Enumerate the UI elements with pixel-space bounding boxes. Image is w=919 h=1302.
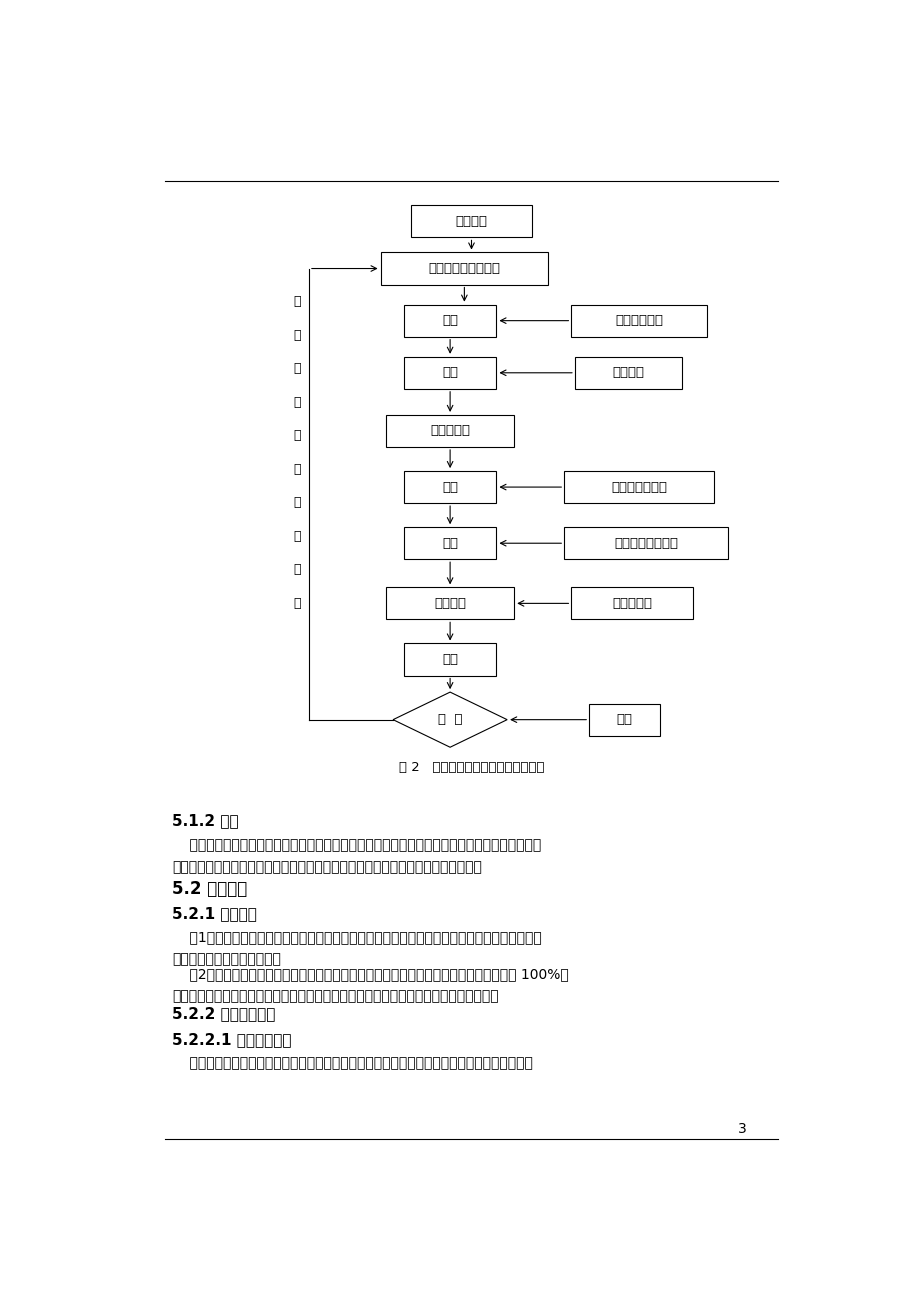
FancyBboxPatch shape bbox=[403, 305, 496, 337]
Text: 炮孔检查: 炮孔检查 bbox=[612, 366, 643, 379]
Text: 放警戒线、放信号: 放警戒线、放信号 bbox=[614, 536, 677, 549]
FancyBboxPatch shape bbox=[403, 643, 496, 676]
Text: 整: 整 bbox=[293, 530, 301, 543]
Text: 装药: 装药 bbox=[442, 480, 458, 493]
Text: 封锁危险区: 封锁危险区 bbox=[611, 596, 652, 609]
Text: 5.1.2 备料: 5.1.2 备料 bbox=[172, 812, 238, 828]
FancyBboxPatch shape bbox=[563, 471, 713, 503]
FancyBboxPatch shape bbox=[571, 587, 692, 620]
Text: 爆: 爆 bbox=[293, 362, 301, 375]
Text: 装药量计算: 装药量计算 bbox=[430, 424, 470, 437]
Text: （2）机械设备及人员。机械设备全部到位，并在现场作好调试、检修，确保完好率达到 100%。: （2）机械设备及人员。机械设备全部到位，并在现场作好调试、检修，确保完好率达到 … bbox=[172, 967, 568, 982]
FancyBboxPatch shape bbox=[574, 357, 681, 389]
Text: 道并尽量与规划道路相结合。: 道并尽量与规划道路相结合。 bbox=[172, 952, 280, 966]
Text: 起爆: 起爆 bbox=[442, 654, 458, 667]
Text: 现场调查: 现场调查 bbox=[455, 215, 487, 228]
Text: 堵塞: 堵塞 bbox=[442, 536, 458, 549]
Text: 根: 根 bbox=[293, 296, 301, 309]
Text: 方: 方 bbox=[293, 564, 301, 577]
Text: （1）施工道路。施工运输道路均利用既有道路，并结合现场实际，修建环爆区简易道路连接便: （1）施工道路。施工运输道路均利用既有道路，并结合现场实际，修建环爆区简易道路连… bbox=[172, 930, 541, 944]
Text: 调: 调 bbox=[293, 496, 301, 509]
FancyBboxPatch shape bbox=[571, 305, 706, 337]
Text: 由于既有线爆破环境的特殊性和复杂性及技术难度要求，不能进行常规的深孔、浅孔爆破，应: 由于既有线爆破环境的特殊性和复杂性及技术难度要求，不能进行常规的深孔、浅孔爆破，… bbox=[172, 1056, 532, 1070]
Text: 应在施工前向地方公安机关申请，并和民爆破公司达成供货协议，采用直供的方式。: 应在施工前向地方公安机关申请，并和民爆破公司达成供货协议，采用直供的方式。 bbox=[172, 861, 482, 874]
Text: 钻孔: 钻孔 bbox=[442, 366, 458, 379]
Text: 5.2.2 爆破方案设计: 5.2.2 爆破方案设计 bbox=[172, 1006, 275, 1021]
Text: 3: 3 bbox=[737, 1122, 746, 1135]
Text: 果: 果 bbox=[293, 462, 301, 475]
FancyBboxPatch shape bbox=[403, 527, 496, 560]
FancyBboxPatch shape bbox=[386, 415, 514, 447]
Text: 案: 案 bbox=[293, 596, 301, 609]
Text: 善后: 善后 bbox=[616, 713, 632, 727]
FancyBboxPatch shape bbox=[386, 587, 514, 620]
Text: 据: 据 bbox=[293, 328, 301, 341]
Text: 检  查: 检 查 bbox=[437, 713, 462, 727]
Text: 效: 效 bbox=[293, 430, 301, 443]
FancyBboxPatch shape bbox=[403, 471, 496, 503]
Text: 装药监控、检查: 装药监控、检查 bbox=[610, 480, 666, 493]
Text: 图 2   既有线控制爆破施工工艺流程图: 图 2 既有线控制爆破施工工艺流程图 bbox=[398, 762, 544, 775]
Text: 主要材料为火工产品，根据《民爆管理条例》并结合既有线施工情况，不宜建立火工产品库房，: 主要材料为火工产品，根据《民爆管理条例》并结合既有线施工情况，不宜建立火工产品库… bbox=[172, 838, 540, 852]
Text: 5.2.1 开工准备: 5.2.1 开工准备 bbox=[172, 906, 256, 921]
FancyBboxPatch shape bbox=[380, 253, 548, 285]
Text: 布孔: 布孔 bbox=[442, 314, 458, 327]
Text: 覆盖防护: 覆盖防护 bbox=[434, 596, 466, 609]
FancyBboxPatch shape bbox=[588, 703, 660, 736]
Text: 5.2.2.1 爆破方案选取: 5.2.2.1 爆破方案选取 bbox=[172, 1032, 291, 1048]
Text: 对所有操作人员进行岗前培训，合格颁发上岗证，只有持有上岗证的人员才能施工作业。: 对所有操作人员进行岗前培训，合格颁发上岗证，只有持有上岗证的人员才能施工作业。 bbox=[172, 990, 498, 1004]
Text: 5.2 施工工艺: 5.2 施工工艺 bbox=[172, 880, 247, 898]
Text: 搭设防护排架: 搭设防护排架 bbox=[615, 314, 663, 327]
FancyBboxPatch shape bbox=[403, 357, 496, 389]
Polygon shape bbox=[392, 693, 506, 747]
FancyBboxPatch shape bbox=[411, 206, 531, 237]
FancyBboxPatch shape bbox=[563, 527, 728, 560]
Text: 破: 破 bbox=[293, 396, 301, 409]
Text: 爆破及防护方案设计: 爆破及防护方案设计 bbox=[428, 262, 500, 275]
